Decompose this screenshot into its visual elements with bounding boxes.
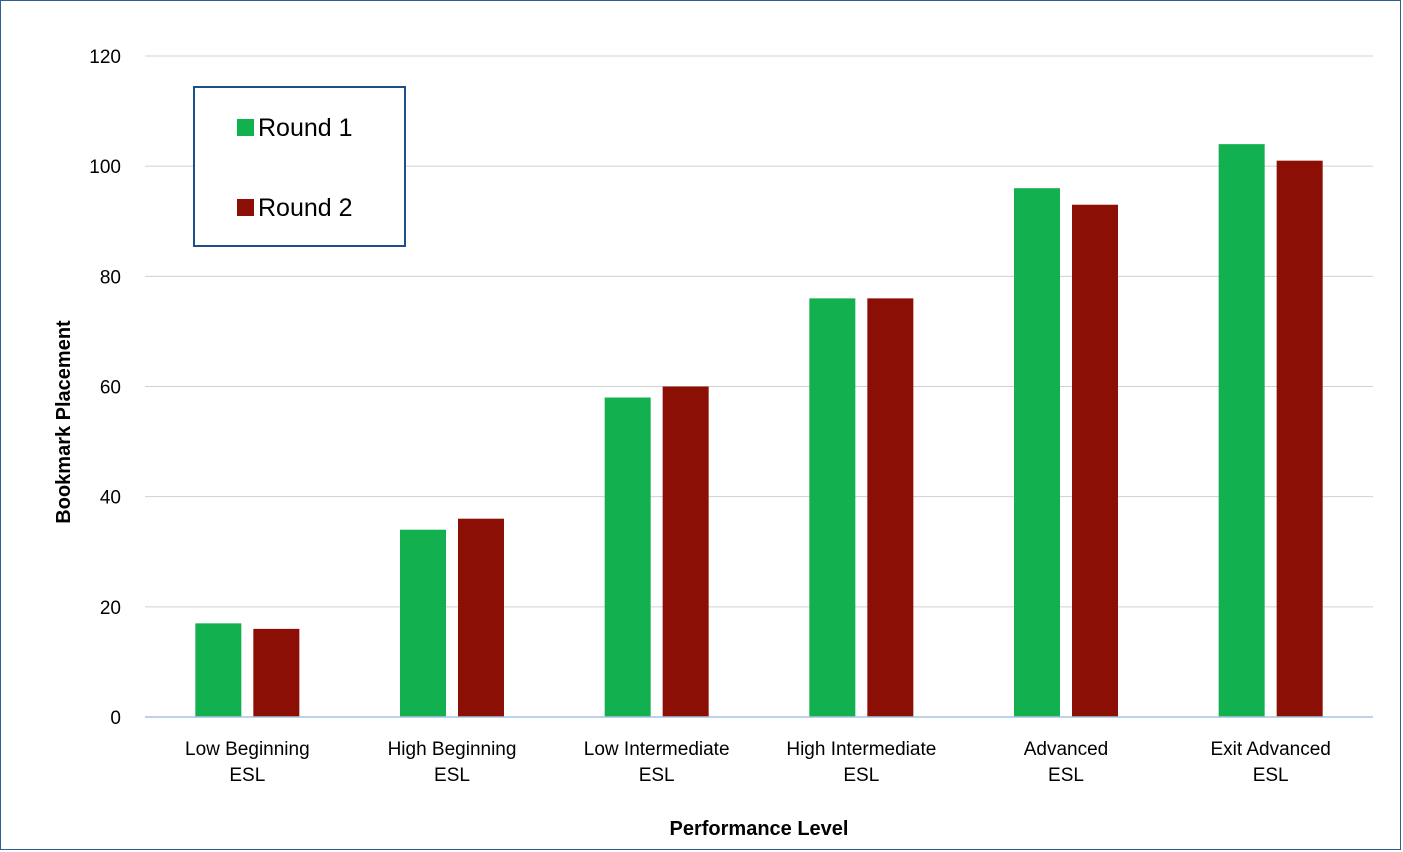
- x-tick-label: Exit Advanced: [1210, 739, 1330, 760]
- y-tick-label: 20: [100, 598, 121, 619]
- bar-round-2: [458, 518, 504, 717]
- x-axis-ticks: Low Beginning ESL High Beginning ESL Low Int…: [185, 739, 1331, 786]
- x-tick-label: Low Intermediate: [584, 739, 730, 760]
- y-tick-label: 40: [100, 488, 121, 509]
- x-tick-label: Low Beginning: [185, 739, 310, 760]
- bar-round-2: [867, 298, 914, 717]
- x-tick-label: ESL: [1048, 765, 1084, 786]
- legend-label-round-2: Round 2: [258, 194, 353, 222]
- x-tick-label: ESL: [229, 765, 265, 786]
- bar-round-1: [604, 397, 651, 717]
- x-tick-label: ESL: [843, 765, 879, 786]
- y-tick-label: 100: [89, 157, 121, 178]
- x-tick-label: High Intermediate: [786, 739, 936, 760]
- legend-swatch-round-2: [237, 199, 254, 216]
- y-axis-title: Bookmark Placement: [53, 320, 75, 524]
- y-tick-label: 60: [100, 378, 121, 399]
- legend-box: [193, 86, 406, 247]
- y-tick-label: 120: [89, 47, 121, 68]
- y-tick-label: 0: [110, 708, 121, 729]
- bar-round-2: [1276, 160, 1323, 718]
- y-tick-label: 80: [100, 267, 121, 288]
- x-tick-label: ESL: [1253, 765, 1289, 786]
- bar-round-1: [1218, 144, 1265, 718]
- x-axis-title: Performance Level: [670, 818, 849, 840]
- legend-swatch-round-1: [237, 119, 254, 136]
- bars: [195, 144, 1323, 718]
- bar-round-1: [809, 298, 856, 717]
- bar-round-1: [400, 529, 446, 717]
- x-tick-label: Advanced: [1024, 739, 1109, 760]
- bar-round-2: [1072, 204, 1118, 718]
- x-tick-label: High Beginning: [388, 739, 517, 760]
- bar-round-1: [1014, 188, 1060, 717]
- bar-round-2: [662, 386, 709, 717]
- legend: Round 1 Round 2: [193, 86, 406, 247]
- x-tick-label: ESL: [434, 765, 470, 786]
- bar-round-1: [195, 623, 242, 717]
- y-axis-ticks: 0 20 40 60 80 100 120: [89, 47, 121, 729]
- legend-label-round-1: Round 1: [258, 114, 353, 142]
- bar-round-2: [253, 628, 300, 717]
- x-tick-label: ESL: [639, 765, 675, 786]
